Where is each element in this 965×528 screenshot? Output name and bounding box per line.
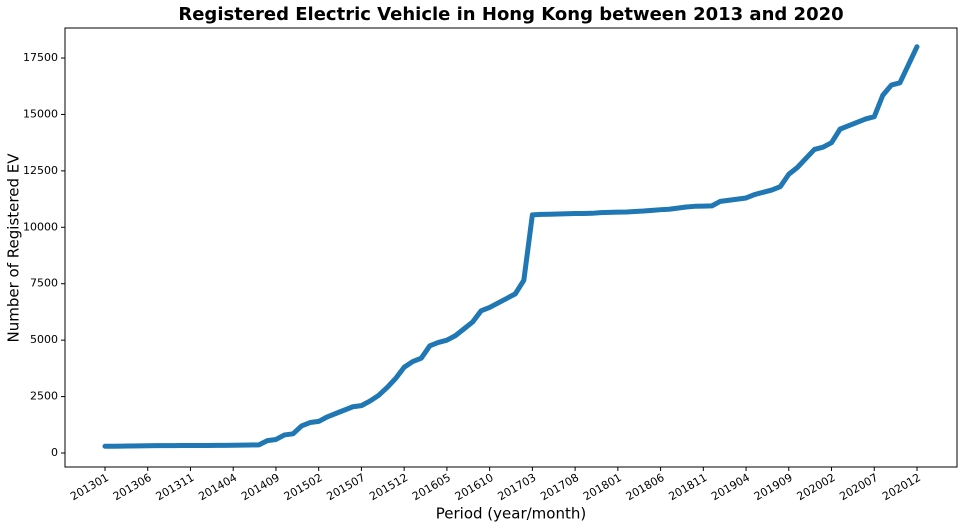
y-tick-label: 15000 (23, 107, 58, 120)
x-tick-label: 201811 (666, 471, 709, 503)
x-tick-label: 201507 (325, 471, 368, 503)
x-tick-label: 201801 (581, 471, 624, 503)
chart-title: Registered Electric Vehicle in Hong Kong… (178, 4, 843, 25)
data-line (102, 44, 920, 449)
x-tick-label: 201301 (68, 471, 111, 503)
y-tick-label: 7500 (30, 277, 58, 290)
x-tick-label: 201806 (624, 471, 667, 503)
y-tick-label: 10000 (23, 220, 58, 233)
x-tick-label: 201404 (196, 471, 239, 503)
x-tick-label: 202002 (795, 471, 838, 503)
x-tick-label: 201708 (538, 471, 581, 503)
x-tick-label: 201311 (154, 471, 197, 503)
x-tick-label: 202012 (880, 471, 923, 503)
x-tick-label: 201605 (410, 471, 453, 503)
y-tick-label: 2500 (30, 390, 58, 403)
x-tick-label: 201909 (752, 471, 795, 503)
y-tick-label: 5000 (30, 333, 58, 346)
x-axis-label: Period (year/month) (436, 505, 586, 523)
x-tick-label: 202007 (837, 471, 880, 503)
y-tick-label: 0 (51, 446, 58, 459)
x-tick-label: 201904 (709, 471, 752, 503)
x-tick-label: 201703 (495, 471, 538, 503)
x-tick-label: 201306 (111, 471, 154, 503)
x-tick-label: 201502 (282, 471, 325, 503)
x-tick-label: 201610 (453, 471, 496, 503)
y-tick-label: 12500 (23, 164, 58, 177)
x-tick-label: 201409 (239, 471, 282, 503)
y-axis-label: Number of Registered EV (5, 153, 23, 343)
y-tick-label: 17500 (23, 51, 58, 64)
x-tick-label: 201512 (367, 471, 410, 503)
plot-frame (64, 27, 958, 468)
